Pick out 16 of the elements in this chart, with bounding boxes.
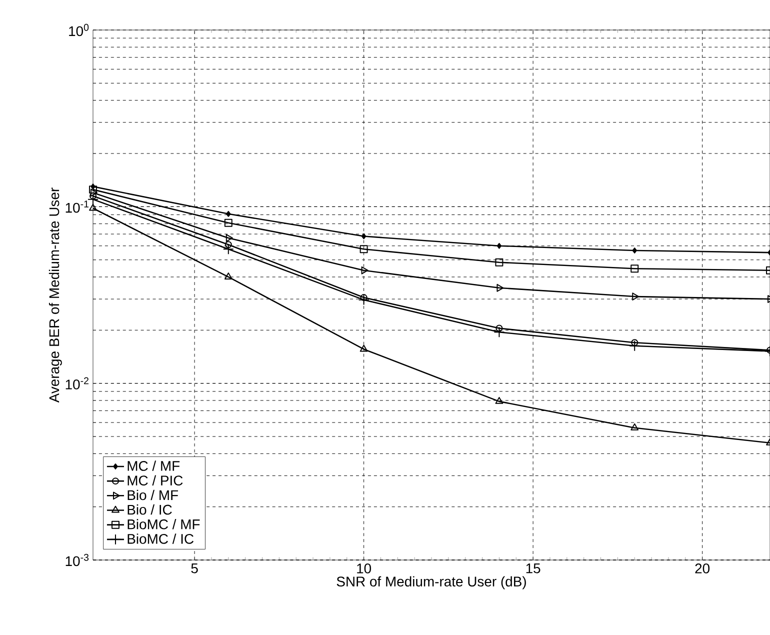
y-tick-label: 10$^{-3}$ [66, 554, 89, 566]
legend-label: MC / PIC [128, 475, 183, 486]
x-tick-label: 20 [695, 564, 710, 574]
x-tick-label: 10 [357, 564, 372, 574]
legend-label: MC / MF [128, 460, 180, 471]
y-tick-label: 10$^{-2}$ [66, 377, 88, 390]
legend-label: Bio / IC [128, 504, 172, 515]
legend-label: Bio / MF [128, 490, 178, 500]
legend-label: BioMC / IC [128, 534, 194, 544]
y-axis-title: Average BER of Medium-rate User [48, 188, 62, 403]
x-axis-title: SNR of Medium-rate User (dB) [336, 576, 526, 590]
x-tick-label: 5 [191, 564, 198, 574]
x-tick-label: 15 [526, 564, 540, 574]
y-tick-label: 10$^{-1}$ [66, 200, 89, 213]
y-tick-label: 10$^{0}$ [69, 24, 89, 36]
legend-label: BioMC / MF [128, 519, 200, 530]
